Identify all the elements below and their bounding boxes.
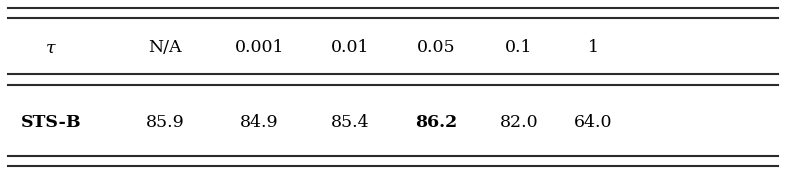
Text: 0.1: 0.1 — [505, 39, 532, 56]
Text: τ: τ — [46, 39, 56, 56]
Text: 64.0: 64.0 — [575, 114, 612, 131]
Text: N/A: N/A — [149, 39, 182, 56]
Text: 85.9: 85.9 — [145, 114, 185, 131]
Text: 85.4: 85.4 — [330, 114, 369, 131]
Text: 1: 1 — [588, 39, 599, 56]
Text: 84.9: 84.9 — [240, 114, 279, 131]
Text: 0.001: 0.001 — [235, 39, 284, 56]
Text: STS-B: STS-B — [20, 114, 82, 131]
Text: 0.01: 0.01 — [331, 39, 369, 56]
Text: 0.05: 0.05 — [417, 39, 456, 56]
Text: 86.2: 86.2 — [415, 114, 457, 131]
Text: 82.0: 82.0 — [499, 114, 538, 131]
